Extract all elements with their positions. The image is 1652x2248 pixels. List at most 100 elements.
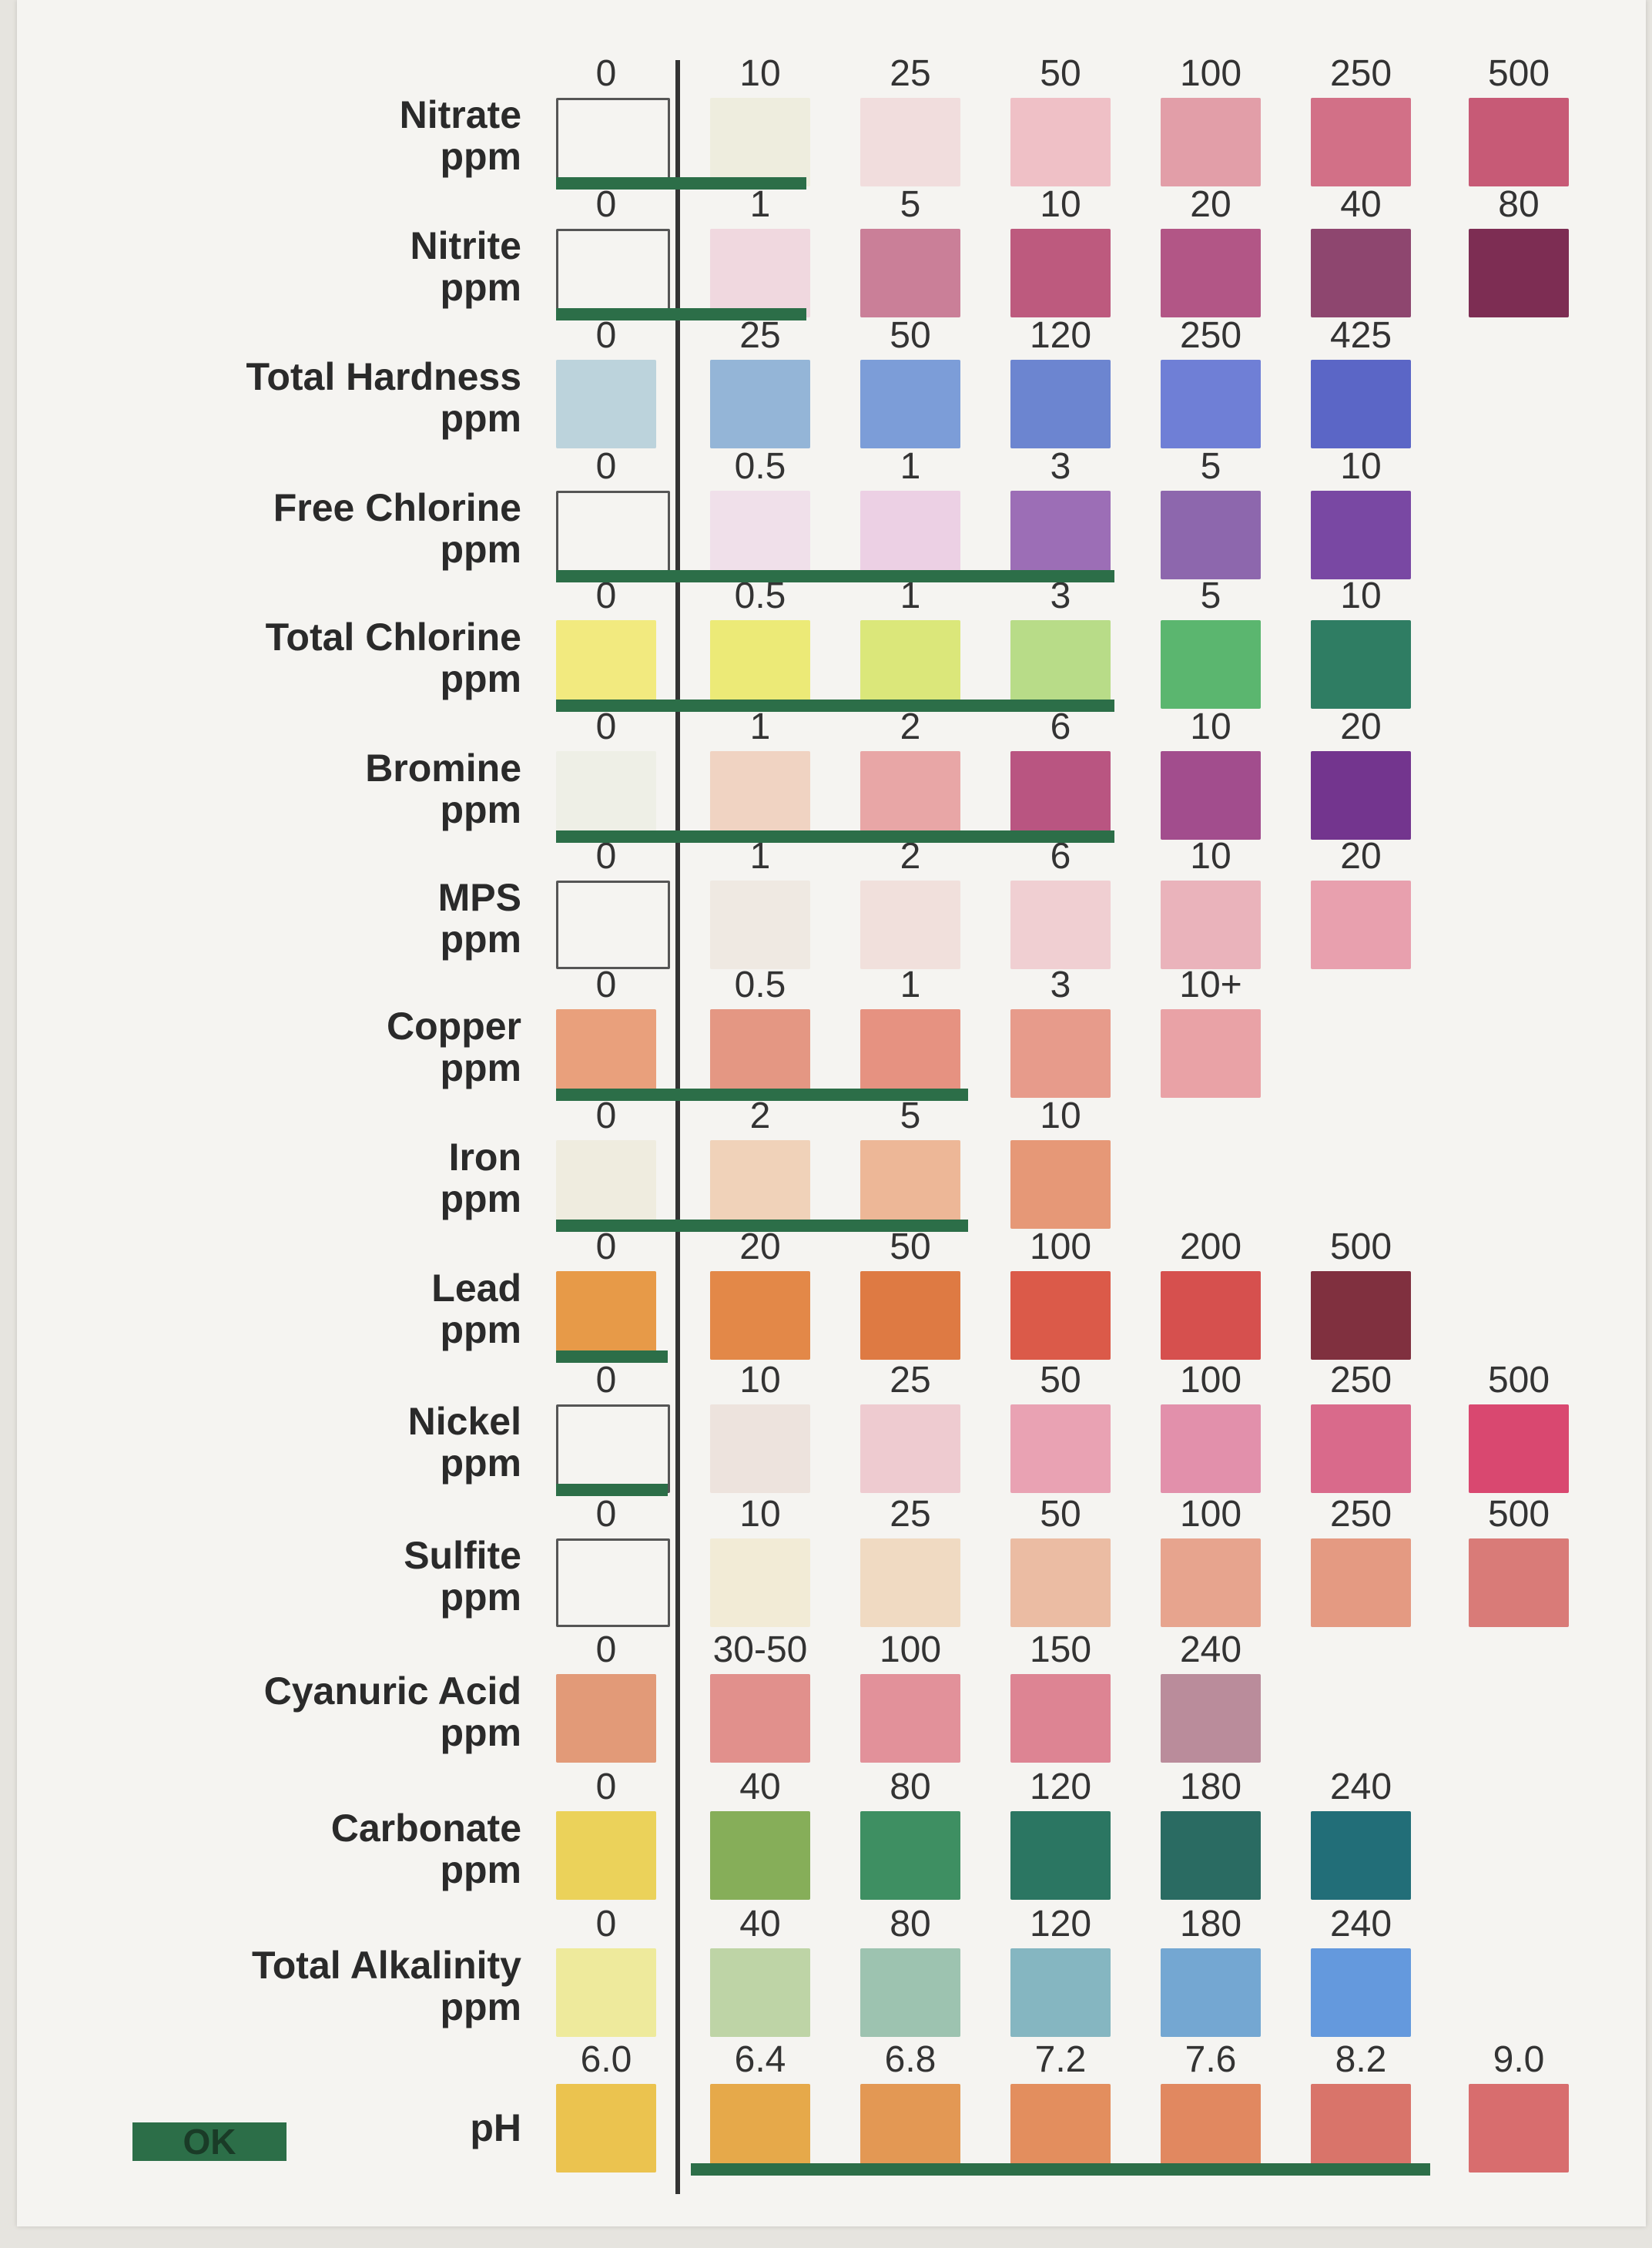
scale-value: 250 (1329, 1360, 1392, 1401)
scale-value: 1 (749, 184, 771, 225)
color-swatch (860, 1404, 960, 1493)
parameter-name: MPS (437, 876, 521, 919)
scale-value: 50 (1040, 53, 1081, 94)
color-swatch (860, 1140, 960, 1229)
color-swatch (1311, 229, 1411, 317)
ph-range-bar (691, 2163, 1430, 2176)
color-swatch (710, 491, 810, 579)
color-swatch (710, 229, 810, 317)
scale-value: 100 (1029, 1226, 1092, 1267)
scale-value: 150 (1029, 1629, 1092, 1670)
scale-value: 0 (595, 1494, 617, 1535)
scale-value: 7.6 (1185, 2039, 1237, 2080)
row-label-5: Bromine ppm (17, 747, 521, 830)
parameter-name: Cyanuric Acid (263, 1669, 521, 1713)
scale-value: 100 (1179, 53, 1242, 94)
color-swatch (1311, 1948, 1411, 2037)
color-swatch (1161, 98, 1261, 186)
parameter-unit: ppm (440, 1046, 521, 1089)
color-swatch (710, 881, 810, 969)
color-swatch (556, 881, 670, 969)
scale-value: 100 (879, 1629, 942, 1670)
scale-value: 10 (1340, 575, 1382, 616)
color-swatch (710, 751, 810, 840)
color-swatch (1010, 1538, 1111, 1627)
scale-value: 0.5 (734, 446, 786, 487)
color-swatch (1010, 620, 1111, 709)
row-label-9: Lead ppm (17, 1267, 521, 1350)
ok-badge: OK (132, 2122, 287, 2161)
scale-value: 80 (890, 1767, 931, 1807)
scale-value: 250 (1329, 53, 1392, 94)
parameter-unit: ppm (440, 1848, 521, 1891)
color-swatch (556, 2084, 656, 2173)
color-swatch (1469, 229, 1569, 317)
scale-value: 0 (595, 1095, 617, 1136)
scale-value: 0 (595, 575, 617, 616)
parameter-unit: ppm (440, 788, 521, 831)
row-label-4: Total Chlorine ppm (17, 616, 521, 700)
color-swatch (556, 751, 656, 840)
color-swatch (556, 1811, 656, 1900)
scale-value: 250 (1179, 315, 1242, 356)
scale-value: 3 (1050, 575, 1071, 616)
color-swatch (860, 1009, 960, 1098)
scale-value: 1 (900, 965, 921, 1005)
color-swatch (1010, 98, 1111, 186)
color-swatch (556, 1404, 670, 1493)
scale-value: 0 (595, 446, 617, 487)
scale-value: 20 (1340, 836, 1382, 877)
parameter-unit: ppm (440, 1177, 521, 1220)
scale-value: 500 (1487, 53, 1550, 94)
color-swatch (1311, 360, 1411, 448)
scale-value: 50 (1040, 1494, 1081, 1535)
scale-value: 1 (900, 446, 921, 487)
scale-value: 25 (739, 315, 781, 356)
parameter-name: Nitrite (410, 224, 521, 267)
color-swatch (556, 98, 670, 186)
parameter-unit: ppm (440, 1441, 521, 1485)
scale-value: 20 (1190, 184, 1231, 225)
scale-value: 3 (1050, 446, 1071, 487)
color-swatch (1010, 1674, 1111, 1763)
scale-value: 40 (739, 1904, 781, 1944)
range-bar (556, 1220, 968, 1232)
parameter-unit: ppm (440, 1985, 521, 2028)
parameter-unit: ppm (440, 1711, 521, 1754)
color-swatch (1311, 1271, 1411, 1360)
parameter-unit: ppm (440, 657, 521, 700)
color-swatch (1161, 1538, 1261, 1627)
parameter-name: Carbonate (330, 1807, 521, 1850)
row-label-1: Nitrite ppm (17, 225, 521, 308)
color-swatch (556, 1538, 670, 1627)
row-label-2: Total Hardness ppm (17, 356, 522, 439)
color-chart-card: OK Nitrate ppm 0 10 25 50 100 250 500 Nitrite ppm 0… (17, 0, 1646, 2226)
color-swatch (1010, 229, 1111, 317)
color-swatch (710, 1271, 810, 1360)
color-swatch (1311, 1538, 1411, 1627)
scale-value: 25 (890, 53, 931, 94)
row-label-14: Total Alkalinity ppm (17, 1944, 521, 2028)
color-swatch (1469, 1538, 1569, 1627)
parameter-name: Free Chlorine (273, 486, 521, 529)
color-swatch (1469, 1404, 1569, 1493)
scale-value: 180 (1179, 1904, 1242, 1944)
scale-value: 80 (1498, 184, 1540, 225)
scale-value: 2 (900, 836, 921, 877)
color-swatch (1311, 881, 1411, 969)
scale-value: 5 (1200, 575, 1221, 616)
row-label-0: Nitrate ppm (17, 94, 521, 177)
color-swatch (556, 360, 656, 448)
scale-value: 0 (595, 315, 617, 356)
scale-value: 6.4 (734, 2039, 786, 2080)
scale-value: 3 (1050, 965, 1071, 1005)
scale-value: 100 (1179, 1494, 1242, 1535)
color-swatch (1010, 360, 1111, 448)
scale-value: 1 (900, 575, 921, 616)
scale-value: 0 (595, 53, 617, 94)
row-label-15: pH (17, 2107, 521, 2149)
color-swatch (1311, 491, 1411, 579)
color-swatch (556, 1140, 656, 1229)
color-swatch (710, 1811, 810, 1900)
parameter-unit: ppm (440, 266, 521, 309)
